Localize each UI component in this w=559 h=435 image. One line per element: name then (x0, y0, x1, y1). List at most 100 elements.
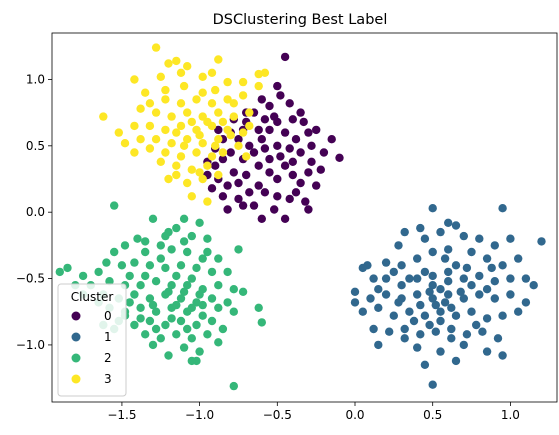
cluster-1-point (413, 290, 422, 299)
cluster-2-point (238, 287, 248, 296)
cluster-3-point (260, 68, 270, 78)
cluster-2-point (214, 338, 223, 347)
cluster-0-point (245, 188, 254, 197)
legend-marker (71, 374, 81, 384)
cluster-0-point (288, 157, 297, 166)
cluster-0-point (238, 201, 248, 210)
cluster-0-point (273, 192, 282, 201)
cluster-1-point (475, 271, 484, 281)
cluster-1-point (420, 311, 430, 320)
cluster-1-point (444, 290, 453, 299)
cluster-2-point (192, 320, 201, 330)
cluster-2-point (214, 281, 223, 290)
cluster-2-point (151, 324, 161, 334)
cluster-0-point (234, 135, 243, 144)
cluster-3-point (136, 135, 145, 144)
cluster-1-point (514, 254, 523, 263)
cluster-2-point (198, 254, 207, 263)
cluster-0-point (234, 178, 243, 188)
legend: Cluster 0 1 2 3 (57, 283, 127, 397)
cluster-2-point (203, 330, 212, 339)
cluster-1-point (447, 303, 456, 312)
cluster-2-point (179, 214, 189, 223)
cluster-3-point (238, 91, 248, 100)
cluster-1-point (436, 227, 445, 237)
cluster-2-point (179, 343, 189, 352)
cluster-3-point (156, 157, 165, 166)
cluster-0-point (254, 125, 263, 135)
cluster-3-point (187, 165, 196, 174)
cluster-0-point (257, 95, 266, 104)
cluster-2-point (218, 324, 228, 334)
x-tick-label: 1.0 (501, 408, 520, 422)
cluster-2-point (78, 271, 88, 281)
x-tick-label: −0.5 (263, 408, 292, 422)
cluster-1-point (409, 316, 419, 326)
cluster-3-point (183, 135, 192, 144)
cluster-0-point (291, 135, 301, 144)
cluster-0-point (249, 148, 259, 157)
cluster-3-point (226, 131, 235, 140)
cluster-1-point (447, 324, 456, 334)
cluster-0-point (280, 52, 290, 62)
cluster-2-point (55, 267, 64, 277)
cluster-0-point (218, 154, 228, 164)
cluster-3-point (141, 88, 150, 97)
cluster-0-point (223, 205, 232, 214)
cluster-2-point (183, 324, 192, 334)
cluster-2-point (161, 263, 170, 273)
cluster-2-point (125, 271, 134, 281)
y-tick-label: −0.5 (16, 272, 45, 286)
cluster-1-point (385, 327, 394, 336)
cluster-3-point (242, 152, 251, 161)
cluster-1-point (490, 294, 499, 303)
cluster-1-point (498, 311, 507, 320)
cluster-3-point (207, 99, 217, 108)
cluster-0-point (249, 201, 259, 210)
cluster-0-point (207, 184, 217, 193)
cluster-3-point (192, 148, 201, 157)
cluster-1-point (381, 274, 391, 283)
cluster-1-point (456, 287, 465, 296)
cluster-2-point (176, 294, 186, 303)
cluster-2-point (156, 334, 165, 343)
cluster-0-point (312, 125, 321, 135)
cluster-3-point (176, 152, 186, 161)
cluster-2-point (198, 300, 207, 310)
cluster-1-point (462, 330, 472, 339)
cluster-0-point (285, 194, 294, 204)
cluster-0-point (265, 101, 274, 111)
cluster-0-point (273, 174, 282, 184)
cluster-1-point (493, 334, 503, 343)
cluster-1-point (478, 327, 487, 336)
cluster-3-point (136, 104, 145, 113)
cluster-0-point (319, 148, 329, 157)
cluster-1-point (374, 303, 383, 312)
cluster-3-point (172, 56, 181, 66)
legend-marker (71, 332, 81, 342)
cluster-2-point (156, 254, 165, 263)
cluster-2-point (164, 287, 173, 296)
points-layer (55, 43, 546, 391)
cluster-2-point (105, 277, 114, 286)
cluster-1-point (444, 218, 453, 227)
cluster-2-point (130, 258, 139, 267)
cluster-2-point (187, 274, 196, 283)
cluster-2-point (161, 320, 170, 330)
cluster-2-point (207, 267, 217, 277)
cluster-2-point (203, 247, 212, 257)
cluster-2-point (195, 290, 204, 299)
cluster-2-point (167, 281, 176, 290)
cluster-0-point (214, 125, 223, 135)
cluster-0-point (211, 161, 220, 170)
cluster-0-point (257, 135, 266, 144)
legend-marker (71, 311, 81, 321)
cluster-1-point (420, 267, 430, 277)
cluster-1-point (490, 277, 499, 286)
cluster-1-point (514, 307, 523, 316)
cluster-2-point (207, 316, 217, 326)
cluster-0-point (291, 188, 301, 197)
cluster-3-point (195, 131, 204, 140)
legend-entry-label: 0 (104, 309, 112, 323)
cluster-3-point (195, 168, 204, 177)
